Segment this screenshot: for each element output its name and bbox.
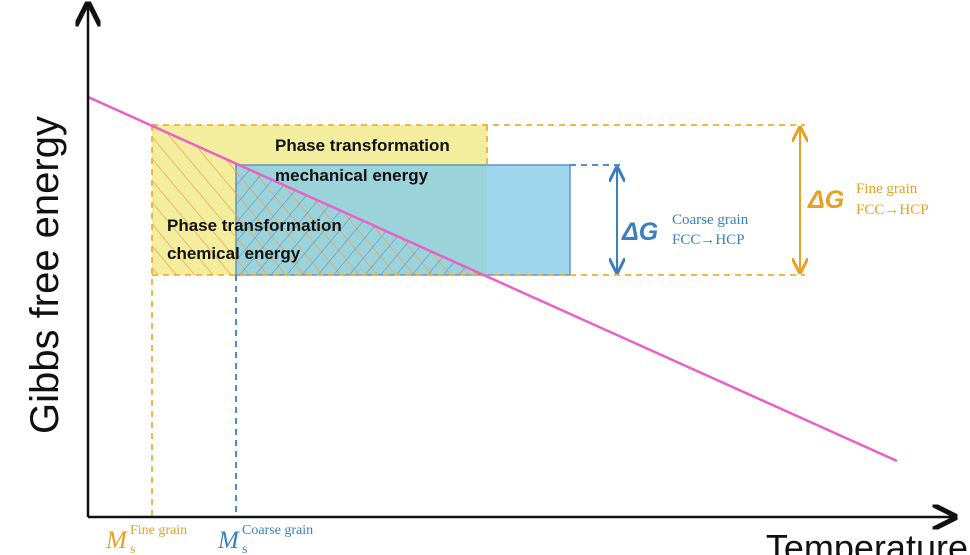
region-label: chemical energy [167, 244, 301, 263]
energy-line [87, 95, 898, 463]
subscript: s [242, 542, 247, 555]
subscript: FCC→HCP [856, 202, 929, 218]
region-label: Phase transformation [275, 136, 450, 155]
symbol: M [217, 527, 240, 554]
ms-fine: M Fine grain s [105, 523, 187, 555]
dg-coarse: ΔG Coarse grain FCC→HCP [621, 212, 749, 248]
y-axis-label: Gibbs free energy [23, 116, 67, 434]
symbol: ΔG [621, 218, 658, 246]
symbol: ΔG [807, 186, 844, 214]
superscript: Fine grain [856, 181, 918, 197]
dg-fine: ΔG Fine grain FCC→HCP [807, 181, 929, 218]
subscript: s [130, 542, 135, 555]
ms-coarse: M Coarse grain s [217, 523, 313, 555]
region-label: mechanical energy [275, 166, 429, 185]
x-axis-label: Temperature [766, 527, 968, 555]
superscript: Coarse grain [242, 523, 313, 538]
region-label: Phase transformation [167, 216, 342, 235]
shapes [88, 4, 955, 517]
superscript: Fine grain [130, 523, 187, 538]
superscript: Coarse grain [672, 212, 749, 228]
symbol: M [105, 527, 128, 554]
subscript: FCC→HCP [672, 232, 745, 248]
